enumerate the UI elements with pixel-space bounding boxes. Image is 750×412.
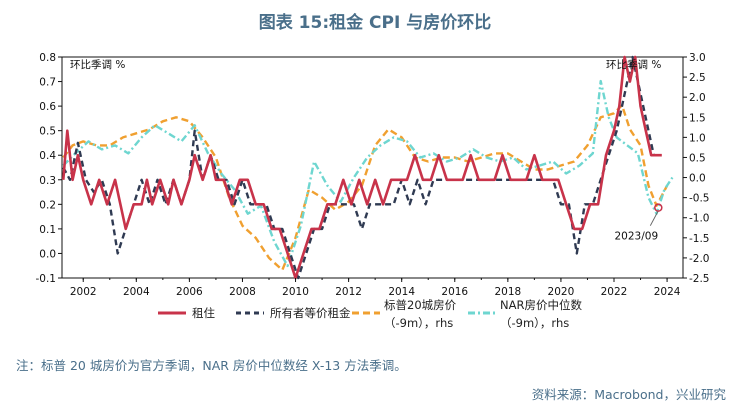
footnote: 注：标普 20 城房价为官方季调，NAR 房价中位数经 X-13 方法季调。 — [16, 358, 407, 373]
x-tick-label: 2008 — [229, 286, 256, 298]
annotation-group: 2023/09 — [615, 203, 663, 243]
x-tick-label: 2024 — [654, 286, 681, 298]
series-line-cs20 — [62, 103, 669, 272]
source-credit: 资料来源：Macrobond，兴业研究 — [531, 387, 726, 402]
x-tick-label: 2020 — [548, 286, 575, 298]
plot-border — [61, 56, 684, 279]
x-tick-label: 2002 — [70, 286, 97, 298]
y-left-tick-label: 0.1 — [39, 224, 56, 236]
x-tick-label: 2006 — [176, 286, 203, 298]
y-right-tick-label: -0.5 — [689, 193, 710, 205]
x-tick-label: 2004 — [123, 286, 150, 298]
y-right-tick-label: -2.5 — [689, 273, 710, 285]
y-left-tick-label: 0.3 — [39, 175, 56, 187]
y-right-tick-label: -2.0 — [689, 253, 710, 265]
series-line-oer — [62, 55, 660, 280]
y-left-tick-label: 0.8 — [39, 52, 56, 64]
chart-title: 图表 15:租金 CPI 与房价环比 — [258, 13, 492, 33]
legend-label-cs20-line1: 标普20城房价 — [384, 298, 457, 312]
legend-label-nar-line1: NAR房价中位数 — [500, 298, 582, 312]
annotation-leader — [649, 210, 659, 226]
x-tick-label: 2014 — [388, 286, 415, 298]
y-right-tick-label: 0.0 — [689, 173, 706, 185]
legend-label-oer: 所有者等价租金 — [270, 306, 351, 320]
y-left-tick-label: 0.7 — [39, 77, 56, 89]
y-right-tick-label: -1.0 — [689, 213, 710, 225]
y-right-tick-label: 3.0 — [689, 52, 706, 64]
y-right-tick-label: 1.5 — [689, 112, 706, 124]
y-right-tick-label: 0.5 — [689, 152, 706, 164]
x-tick-label: 2018 — [494, 286, 521, 298]
y-right-tick-label: 1.0 — [689, 132, 706, 144]
plot-frame — [61, 56, 684, 279]
left-axis-label: 环比季调 % — [70, 58, 125, 71]
annotation-marker — [654, 203, 663, 212]
legend: 租住 所有者等价租金 标普20城房价 （-9m），rhs NAR房价中位数 （-… — [158, 298, 582, 330]
y-left-tick-label: 0.5 — [39, 126, 56, 138]
y-left-tick-label: 0.6 — [39, 101, 56, 113]
series-group — [62, 55, 674, 280]
series-line-rent — [62, 55, 662, 280]
series-line-nar — [62, 79, 674, 268]
y-left-tick-label: 0.0 — [39, 248, 56, 260]
annotation-label: 2023/09 — [615, 231, 659, 243]
tick-labels: -0.1 0.0 0.1 0.2 0.3 0.4 0.5 0.6 0.7 0.8 -2.5 -2.0 -… — [36, 52, 710, 298]
legend-label-nar-line2: （-9m），rhs — [500, 316, 569, 330]
y-left-tick-label: 0.2 — [39, 199, 56, 211]
x-tick-label: 2010 — [282, 286, 309, 298]
x-tick-label: 2016 — [441, 286, 468, 298]
legend-label-rent: 租住 — [192, 306, 215, 320]
x-tick-label: 2022 — [601, 286, 628, 298]
y-left-tick-label: -0.1 — [36, 273, 57, 285]
y-left-tick-label: 0.4 — [39, 150, 56, 162]
right-axis-label: 环比季调 % — [606, 58, 661, 71]
legend-label-cs20-line2: （-9m），rhs — [384, 316, 453, 330]
x-tick-label: 2012 — [335, 286, 362, 298]
y-right-tick-label: -1.5 — [689, 233, 710, 245]
y-right-tick-label: 2.5 — [689, 72, 706, 84]
y-right-tick-label: 2.0 — [689, 92, 706, 104]
